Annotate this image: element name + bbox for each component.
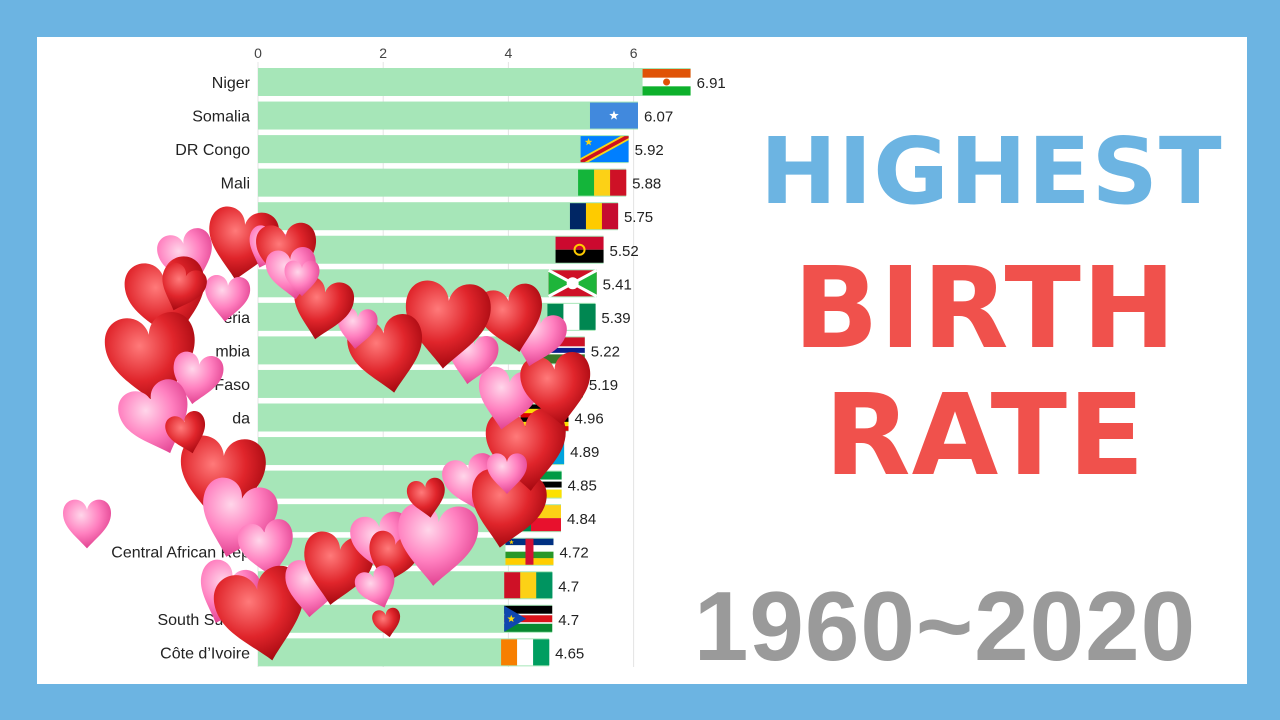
category-label: Central African Rep [111, 545, 250, 562]
value-label: 5.88 [632, 176, 661, 193]
heart-icon [162, 262, 207, 311]
heart-icon [165, 411, 206, 454]
value-label: 4.7 [558, 578, 579, 595]
category-label: mbia [215, 343, 250, 360]
bar [258, 202, 618, 231]
hearts-decoration [63, 206, 591, 661]
heart-icon [405, 280, 491, 369]
bar-chart: 0 2 4 6 6.91 6.07 5.92 5.88 5.75 5.52 5.41 5.39 5.2… [63, 45, 726, 667]
niger-flag-icon [642, 69, 691, 96]
heart-icon [487, 453, 527, 494]
south-sudan-flag-icon [504, 605, 553, 632]
x-tick-label: 4 [505, 45, 513, 61]
value-label: 4.84 [567, 511, 596, 528]
heart-icon [520, 352, 591, 426]
headline-years: 1960~2020 [693, 571, 1197, 681]
heart-icon [354, 565, 395, 608]
dr-congo-flag-icon [580, 136, 629, 163]
bar [258, 638, 550, 667]
value-label: 4.85 [568, 478, 597, 495]
chart-panel: 0 2 4 6 6.91 6.07 5.92 5.88 5.75 5.52 5.41 5.39 5.2… [37, 37, 1247, 684]
value-label: 5.92 [635, 142, 664, 159]
category-label: Côte d’Ivoire [160, 645, 250, 662]
category-label: da [232, 411, 250, 428]
value-label: 5.19 [589, 377, 618, 394]
value-label: 6.07 [644, 109, 673, 126]
heart-icon [173, 351, 224, 405]
heart-icon [372, 607, 401, 638]
bar [258, 68, 691, 96]
guinea-flag-icon [504, 572, 553, 599]
angola-flag-icon [555, 236, 604, 263]
category-label: Niger [212, 75, 251, 92]
x-tick-label: 6 [630, 45, 638, 61]
cote-divoire-flag-icon [501, 639, 550, 666]
heart-icon [398, 502, 479, 586]
heart-icon [203, 477, 278, 557]
category-label: DR Congo [175, 142, 250, 159]
value-label: 4.65 [555, 645, 584, 662]
value-labels: 6.91 6.07 5.92 5.88 5.75 5.52 5.41 5.39 5.22 5.19… [555, 75, 726, 662]
x-tick-label: 0 [254, 45, 262, 61]
heart-icon [471, 469, 547, 548]
value-label: 5.52 [610, 243, 639, 260]
mali-flag-icon [578, 169, 627, 196]
heart-icon [63, 499, 111, 549]
value-label: 5.22 [591, 343, 620, 360]
chad-flag-icon [569, 203, 619, 230]
x-tick-label: 2 [379, 45, 387, 61]
value-label: 5.41 [603, 276, 632, 293]
heart-icon [304, 531, 374, 605]
value-label: 4.7 [558, 612, 579, 629]
headline-rate: RATE [824, 371, 1146, 501]
somalia-flag-icon [589, 102, 638, 129]
x-axis-ticks: 0 2 4 6 [254, 45, 638, 61]
bar [258, 168, 627, 197]
headline-highest: HIGHEST [760, 118, 1223, 225]
value-label: 4.89 [570, 444, 599, 461]
heart-icon [337, 307, 378, 349]
bar [258, 101, 638, 130]
category-label: Somalia [192, 109, 250, 126]
category-label: Mali [221, 176, 250, 193]
value-label: 6.91 [697, 75, 726, 92]
heart-icon [294, 276, 355, 340]
heart-icon [205, 275, 251, 322]
heart-icon [213, 565, 304, 661]
value-label: 4.96 [574, 411, 603, 428]
value-label: 5.75 [624, 209, 653, 226]
burundi-flag-icon [547, 268, 598, 298]
bar [258, 135, 629, 164]
headline-birth: BIRTH [793, 244, 1177, 374]
heart-icon [477, 283, 542, 352]
heart-icon [284, 260, 320, 297]
value-label: 5.39 [601, 310, 630, 327]
heart-icon [407, 477, 445, 518]
heart-icon [238, 519, 293, 577]
central-african-republic-flag-icon [505, 538, 554, 565]
heart-icon [485, 407, 566, 491]
heart-icon [209, 206, 279, 280]
value-label: 4.72 [559, 545, 588, 562]
